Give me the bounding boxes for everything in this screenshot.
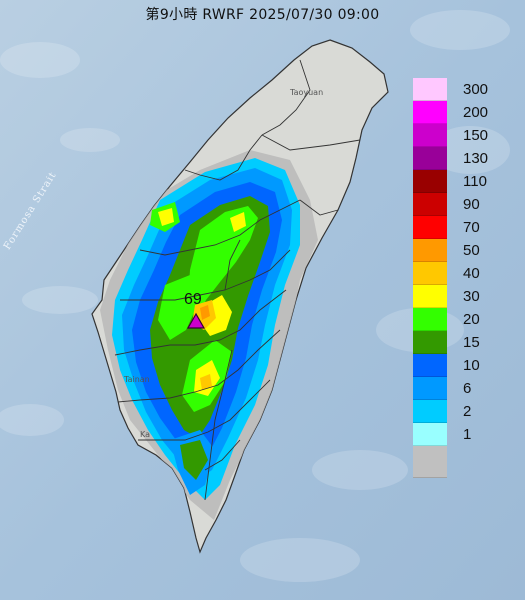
legend-row: 300 <box>413 78 513 101</box>
legend-label: 1 <box>463 426 472 443</box>
legend-label: 90 <box>463 196 480 213</box>
place-label-taoyuan: Taoyuan <box>290 88 324 97</box>
legend-label: 70 <box>463 219 480 236</box>
legend-label: 6 <box>463 380 472 397</box>
legend-swatch <box>413 423 447 446</box>
legend-label: 20 <box>463 311 480 328</box>
legend-swatch <box>413 101 447 124</box>
legend-label: 50 <box>463 242 480 259</box>
legend-row: 110 <box>413 170 513 193</box>
legend-row <box>413 446 513 570</box>
place-label-tainan: Tainan <box>124 375 150 384</box>
legend-swatch <box>413 239 447 262</box>
legend-label: 15 <box>463 334 480 351</box>
legend-row: 1 <box>413 423 513 446</box>
legend-row: 50 <box>413 239 513 262</box>
legend-swatch <box>413 354 447 377</box>
legend-swatch <box>413 377 447 400</box>
map-title: 第9小時 RWRF 2025/07/30 09:00 <box>145 7 380 23</box>
legend-row: 150 <box>413 124 513 147</box>
place-label-kaohsiung: Ka <box>140 430 151 439</box>
legend-label: 130 <box>463 150 489 167</box>
legend-row: 20 <box>413 308 513 331</box>
legend-label: 2 <box>463 403 472 420</box>
legend-row: 40 <box>413 262 513 285</box>
legend-swatch <box>413 308 447 331</box>
legend-row: 200 <box>413 101 513 124</box>
legend-swatch <box>413 400 447 423</box>
legend-row: 30 <box>413 285 513 308</box>
legend-swatch <box>413 147 447 170</box>
legend-swatch <box>413 331 447 354</box>
legend-swatch <box>413 170 447 193</box>
legend-row: 130 <box>413 147 513 170</box>
legend-row: 6 <box>413 377 513 400</box>
legend-swatch <box>413 78 447 101</box>
legend-label: 110 <box>463 173 487 190</box>
rainfall-legend: 300 200 150 130 110 90 70 50 40 30 20 15… <box>413 78 513 570</box>
legend-swatch <box>413 446 447 478</box>
peak-marker-triangle <box>186 312 206 329</box>
legend-swatch <box>413 216 447 239</box>
legend-swatch <box>413 193 447 216</box>
legend-label: 40 <box>463 265 480 282</box>
legend-row: 70 <box>413 216 513 239</box>
legend-row: 10 <box>413 354 513 377</box>
legend-row: 90 <box>413 193 513 216</box>
legend-swatch <box>413 285 447 308</box>
legend-swatch <box>413 124 447 147</box>
legend-label: 10 <box>463 357 480 374</box>
peak-value-label: 69 <box>184 291 202 308</box>
legend-label: 150 <box>463 127 489 144</box>
legend-row: 2 <box>413 400 513 423</box>
rainfall-field <box>100 150 318 520</box>
legend-label: 300 <box>463 81 489 98</box>
legend-label: 30 <box>463 288 480 305</box>
county-boundaries <box>114 59 361 501</box>
legend-label: 200 <box>463 104 489 121</box>
legend-row: 15 <box>413 331 513 354</box>
legend-swatch <box>413 262 447 285</box>
